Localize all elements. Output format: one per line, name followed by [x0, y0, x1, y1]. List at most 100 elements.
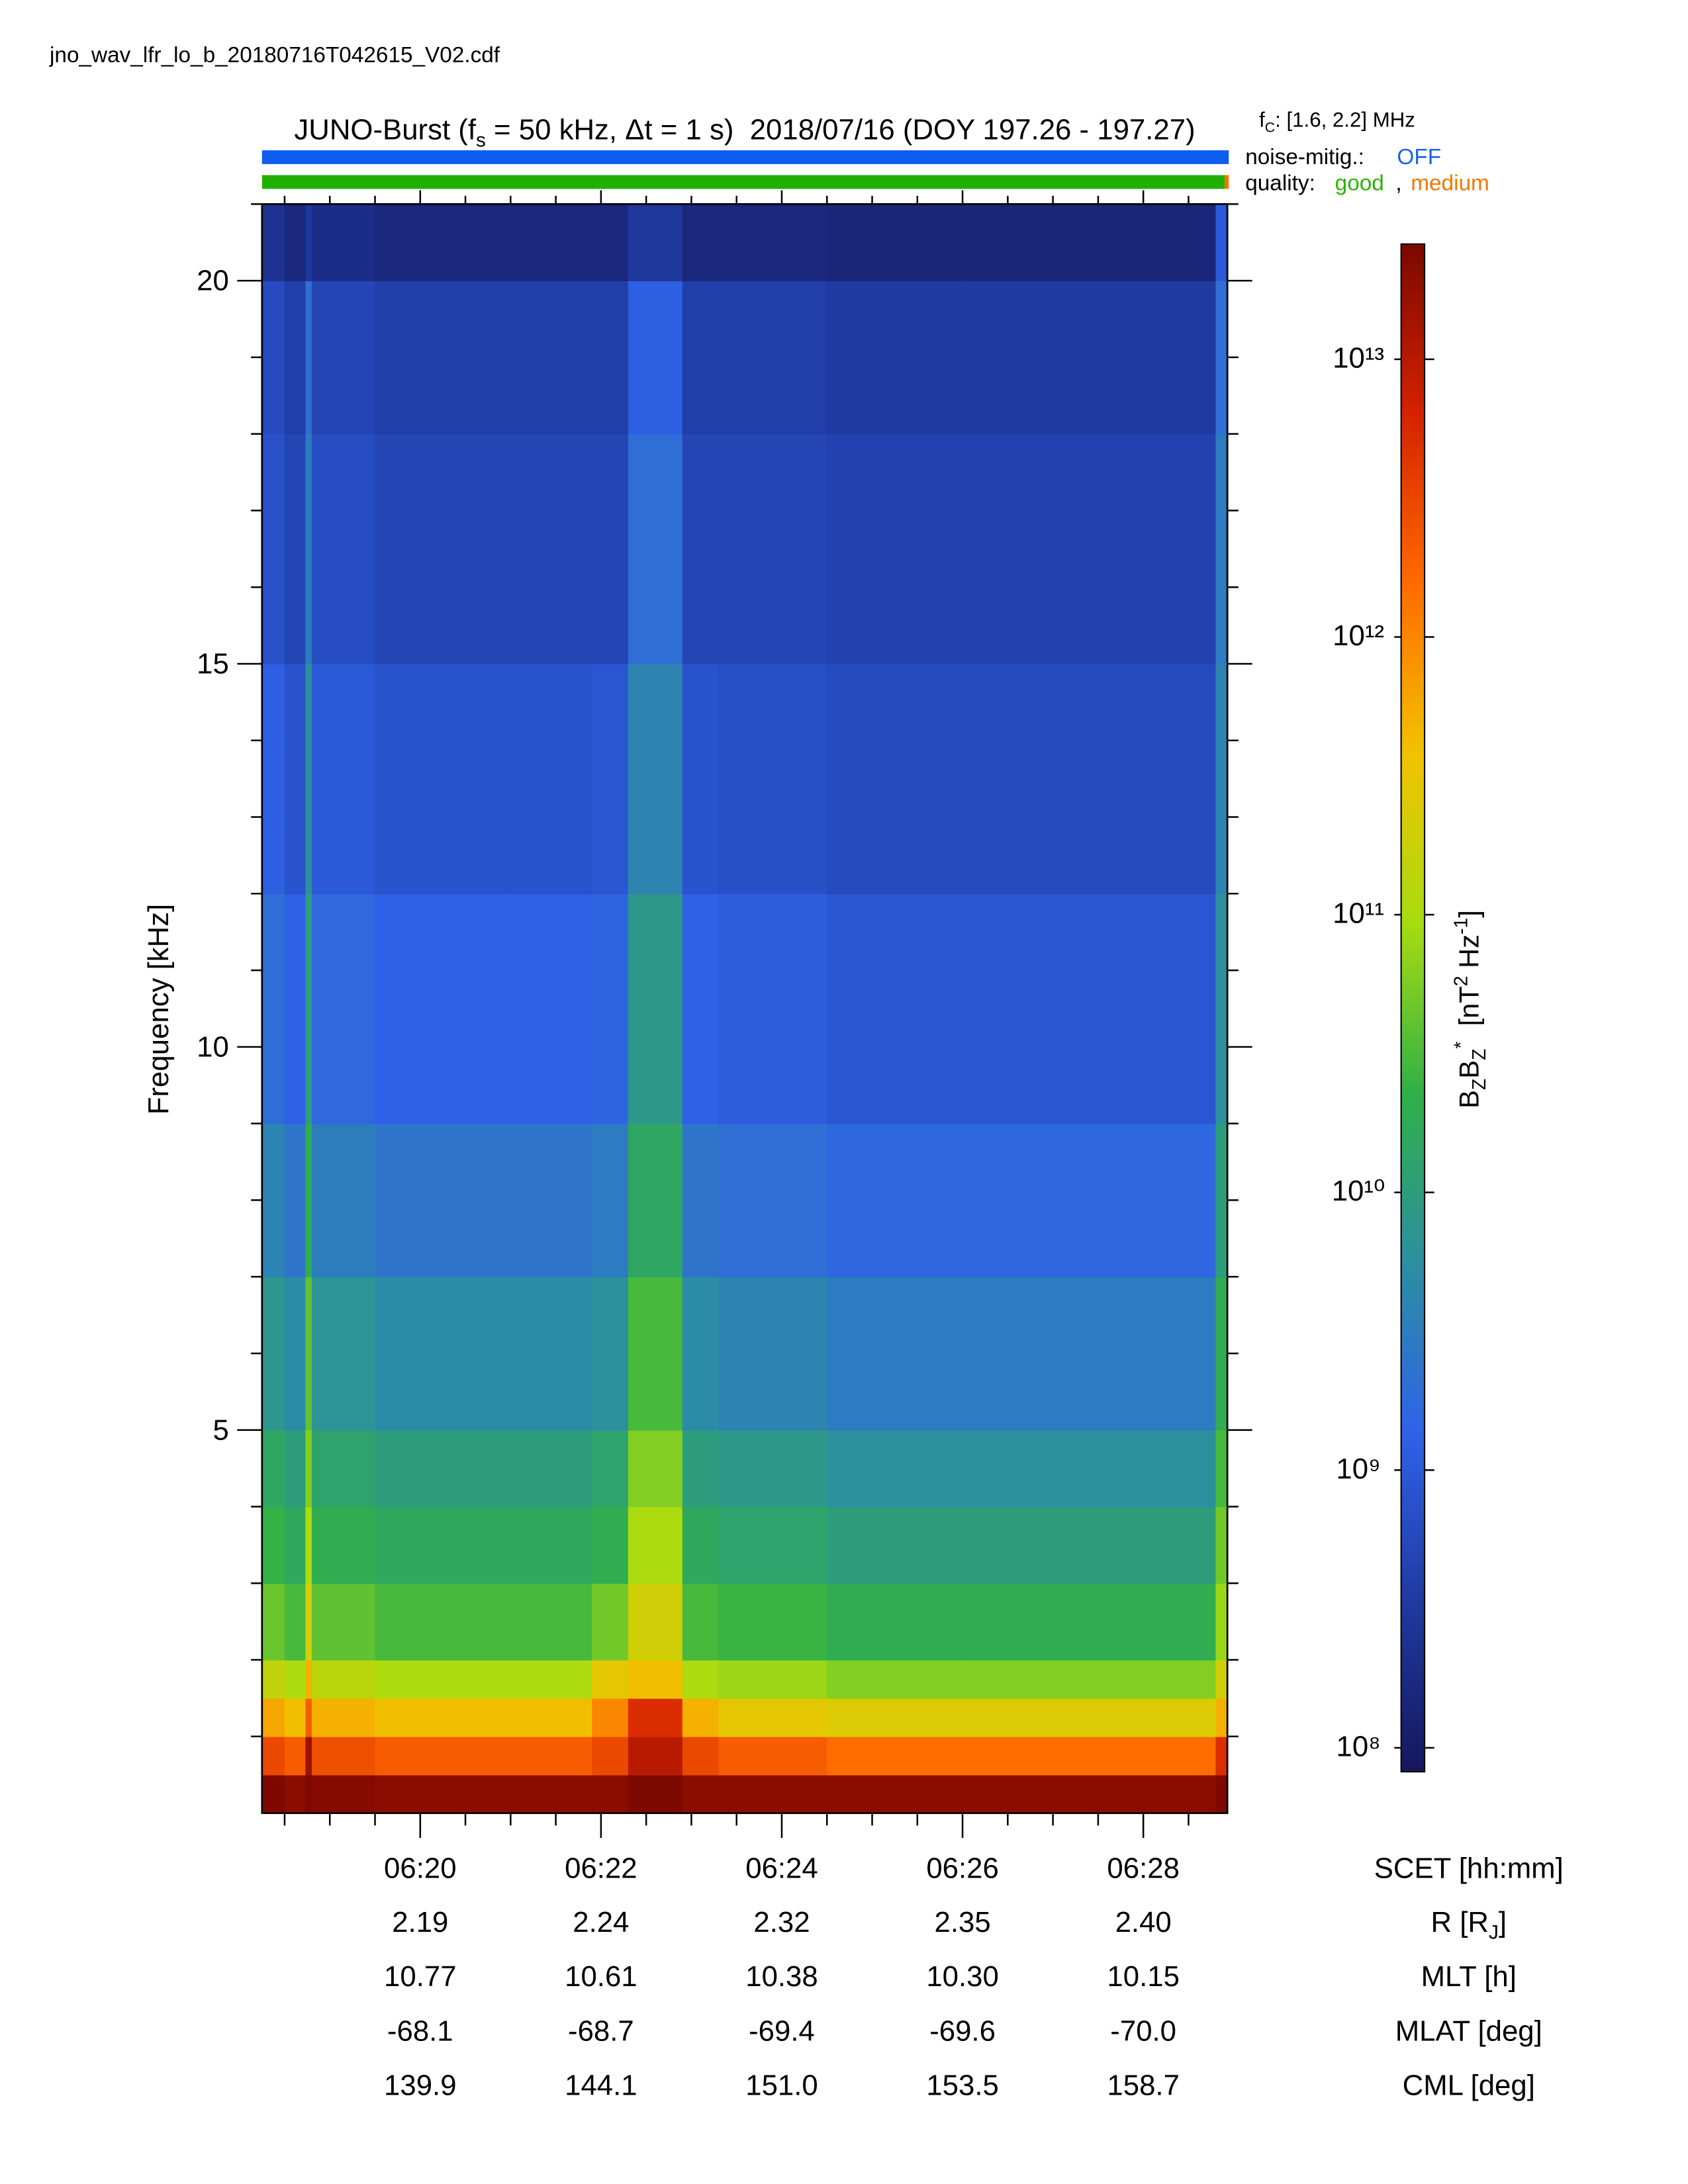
- spectrogram-cell: [1098, 893, 1217, 1124]
- spectrogram-cell: [1098, 1698, 1217, 1737]
- spectrogram-cell: [284, 1583, 306, 1661]
- spectrogram-cell: [305, 1583, 312, 1661]
- spectrogram-cell: [284, 663, 306, 895]
- colorbar-tick-label: 10⁸: [1336, 1730, 1381, 1762]
- spectrogram-cell: [284, 1506, 306, 1584]
- ephemeris-value: -68.1: [387, 2015, 453, 2047]
- spectrogram-cell: [261, 1698, 285, 1737]
- spectrogram-cell: [592, 1660, 629, 1699]
- text-part: MLT [h]: [1421, 1960, 1517, 1993]
- spectrogram-cell: [962, 1123, 1099, 1277]
- spectrogram-cell: [628, 1583, 683, 1661]
- ephemeris-value: 10.30: [926, 1960, 998, 1993]
- spectrogram-cell: [628, 204, 683, 281]
- ephemeris-value: 10.61: [565, 1960, 637, 1993]
- spectrogram-cell: [592, 1123, 629, 1277]
- x-tick-label: 06:22: [565, 1852, 637, 1885]
- spectrogram-cell: [261, 663, 285, 895]
- spectrogram-cell: [827, 1277, 963, 1431]
- chart-title: JUNO-Burst (fs = 50 kHz, Δt = 1 s) 2018/…: [294, 113, 1195, 151]
- spectrogram-cell: [284, 1736, 306, 1776]
- spectrogram-cell: [682, 1277, 720, 1431]
- spectrogram-cell: [510, 663, 593, 895]
- ephemeris-value: 2.35: [935, 1906, 991, 1938]
- spectrogram-cell: [284, 1430, 306, 1508]
- spectrogram-cell: [284, 1774, 306, 1814]
- spectrogram-cell: [1098, 663, 1217, 895]
- spectrogram-cell: [592, 204, 629, 281]
- spectrogram-cell: [962, 1583, 1099, 1661]
- spectrogram-cell: [311, 1774, 376, 1814]
- spectrogram-cell: [284, 1123, 306, 1277]
- spectrogram-cell: [827, 1430, 963, 1508]
- spectrogram-cell: [962, 893, 1099, 1124]
- spectrogram-cell: [305, 1430, 312, 1508]
- spectrogram-cell: [628, 1660, 683, 1699]
- spectrogram-cell: [592, 893, 629, 1124]
- spectrogram-cell: [311, 1698, 376, 1737]
- text-part: Z: [1469, 1079, 1490, 1090]
- spectrogram-cell: [962, 1698, 1099, 1737]
- colorbar-label: BZBZ* [nT2 Hz-1]: [1451, 910, 1490, 1109]
- spectrogram-cell: [827, 1583, 963, 1661]
- spectrogram-cell: [261, 1583, 285, 1661]
- spectrogram-cell: [375, 204, 512, 281]
- spectrogram-cell: [311, 1736, 376, 1776]
- spectrogram-cell: [305, 433, 312, 664]
- spectrogram-cell: [311, 1123, 376, 1277]
- spectrogram-cell: [375, 1430, 512, 1508]
- noise-label: noise-mitig.:: [1245, 145, 1364, 169]
- spectrogram-cell: [1098, 1277, 1217, 1431]
- spectrogram-cell: [261, 1506, 285, 1584]
- spectrogram-cell: [305, 1660, 312, 1699]
- y-tick-label: 10: [197, 1030, 229, 1063]
- spectrogram-cell: [827, 204, 963, 281]
- spectrogram-cell: [718, 281, 828, 435]
- ephemeris-value: -70.0: [1110, 2015, 1176, 2047]
- spectrogram-cell: [311, 663, 376, 895]
- spectrogram-cell: [962, 1660, 1099, 1699]
- spectrogram-cell: [510, 1123, 593, 1277]
- spectrogram-cell: [1215, 1698, 1228, 1737]
- spectrogram-cell: [592, 1506, 629, 1584]
- text-part: MLAT [deg]: [1395, 2015, 1542, 2047]
- text-part: C: [1265, 119, 1275, 135]
- spectrogram-cell: [510, 204, 593, 281]
- spectrogram-cell: [305, 1774, 312, 1814]
- ephemeris-value: 2.40: [1115, 1906, 1172, 1938]
- colorbar-tick-label: 10¹¹: [1333, 897, 1384, 930]
- ephemeris-value: 158.7: [1107, 2070, 1179, 2102]
- spectrogram-cell: [628, 281, 683, 435]
- spectrogram-cell: [1098, 433, 1217, 664]
- spectrogram-cell: [311, 433, 376, 664]
- quality-bar-medium: [1225, 175, 1229, 189]
- ephemeris-value: 10.77: [384, 1960, 456, 1993]
- spectrogram-cell: [305, 1698, 312, 1737]
- spectrogram-cell: [1098, 1660, 1217, 1699]
- spectrogram-cell: [962, 281, 1099, 435]
- spectrogram-cell: [261, 281, 285, 435]
- spectrogram-cell: [718, 1506, 828, 1584]
- ephemeris-label: CML [deg]: [1403, 2070, 1535, 2102]
- spectrogram-cell: [261, 1660, 285, 1699]
- spectrogram-cell: [1215, 1583, 1228, 1661]
- spectrogram-cell: [510, 1736, 593, 1776]
- x-axis-label: SCET [hh:mm]: [1374, 1852, 1564, 1885]
- spectrogram-cell: [827, 1506, 963, 1584]
- spectrogram-cell: [1215, 663, 1228, 895]
- spectrogram-cell: [827, 1123, 963, 1277]
- spectrogram-cell: [718, 1277, 828, 1431]
- spectrogram-cell: [1215, 1660, 1228, 1699]
- text-part: f: [1259, 109, 1265, 132]
- spectrogram-cell: [682, 1430, 720, 1508]
- text-part: Z: [1469, 1049, 1490, 1060]
- spectrogram-cell: [1098, 281, 1217, 435]
- spectrogram-cell: [628, 1430, 683, 1508]
- text-part: 2: [1451, 976, 1472, 986]
- ephemeris-value: 10.15: [1107, 1960, 1179, 1993]
- text-part: J: [1489, 1922, 1499, 1944]
- spectrogram-cell: [962, 204, 1099, 281]
- text-part: R [R: [1430, 1906, 1489, 1938]
- colorbar-tick-label: 10⁹: [1336, 1453, 1380, 1485]
